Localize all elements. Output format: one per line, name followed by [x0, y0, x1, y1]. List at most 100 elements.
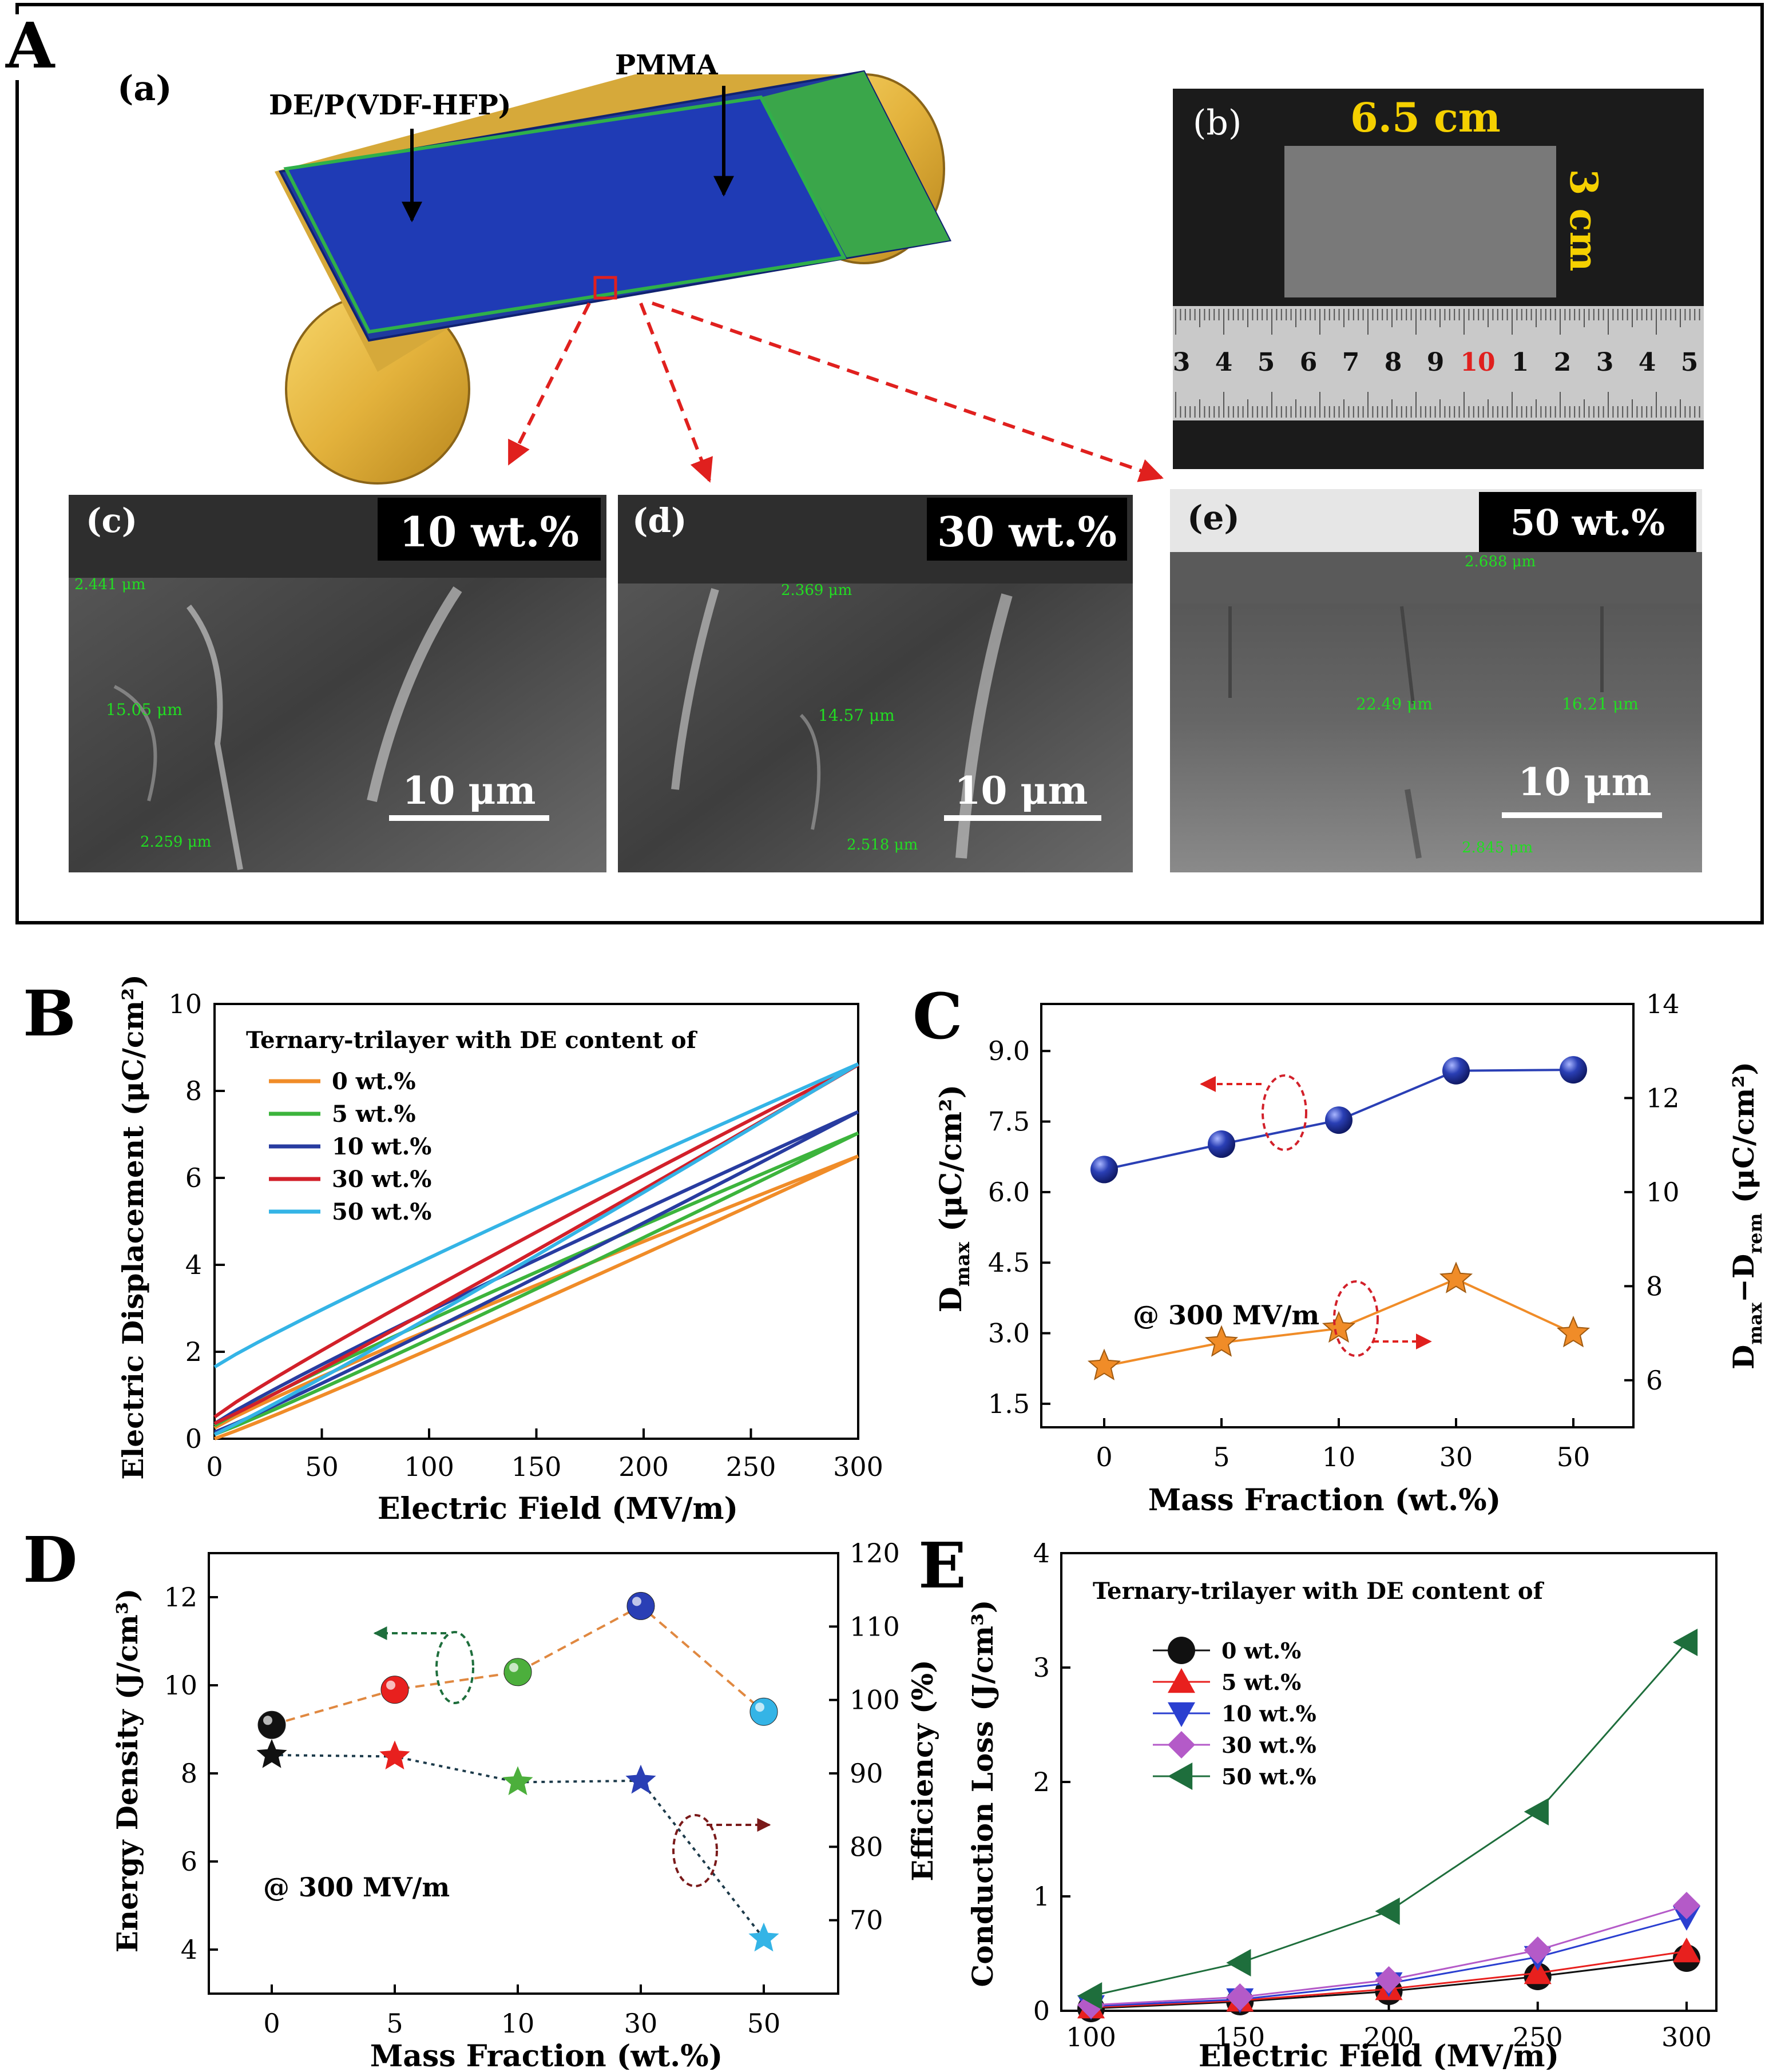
x-tick-label: 50 [305, 1451, 339, 1482]
sem-e-meas-mid: 22.49 μm [1356, 694, 1433, 713]
y-tick-label: 2 [1033, 1767, 1050, 1797]
series-line [1090, 1642, 1688, 1997]
y2-tick-label: 10 [1646, 1177, 1680, 1208]
point [1524, 1959, 1552, 1984]
pmma-layer [761, 72, 950, 257]
y2-tick-label: 6 [1646, 1365, 1663, 1396]
point [1524, 1936, 1552, 1964]
y-tick-label: 10 [164, 1670, 197, 1701]
y-tick-label: 8 [181, 1758, 197, 1789]
y-tick-label: 10 [168, 989, 202, 1019]
ruler-digit: 4 [1639, 348, 1656, 377]
point-dmax-drem [1439, 1261, 1473, 1293]
x-tick-label: 5 [386, 2008, 403, 2039]
y-tick-label: 6.0 [988, 1177, 1030, 1208]
panel-label-b: B [23, 977, 76, 1050]
x-tick-label: 100 [1066, 2022, 1116, 2053]
y-tick-label: 1 [1033, 1881, 1050, 1912]
x-tick-label: 50 [747, 2008, 781, 2039]
point-energy [380, 1676, 409, 1704]
point-dmax [1208, 1130, 1235, 1158]
x-tick-label: 50 [1557, 1442, 1591, 1472]
chart-e: 100 150 200 250 300 0 1 2 3 4 0 wt.% 5 wt.% 10 wt.% 3… [1033, 1538, 1718, 2053]
y2-tick-label: 8 [1646, 1271, 1663, 1301]
point-dmax [1560, 1056, 1587, 1084]
label-pmma: PMMA [615, 49, 718, 81]
sem-e: (e) 50 wt.% 2.688 μm 22.49 μm 16.21 μm 2… [1170, 489, 1702, 872]
ruler-digit: 2 [1554, 348, 1572, 377]
sem-e-scale: 10 μm [1518, 760, 1652, 804]
point-highlight [755, 1702, 764, 1712]
x-tick-label: 0 [1096, 1442, 1112, 1472]
ruler-digit: 4 [1215, 348, 1233, 377]
point [1375, 1966, 1403, 1994]
roller-schematic [275, 70, 1164, 485]
point [1375, 1898, 1400, 1925]
y-tick-label: 6 [185, 1162, 202, 1193]
sem-c-meas-mid: 15.05 μm [106, 700, 183, 719]
y-tick-label: 4 [1033, 1538, 1050, 1569]
chart-d-xlabel: Mass Fraction (wt.%) [370, 2039, 723, 2070]
ruler-ticks [1175, 309, 1700, 418]
y-tick-label: 6 [181, 1846, 197, 1877]
photo-height-label: 3 cm [1561, 169, 1606, 272]
x-tick-label: 0 [206, 1451, 223, 1482]
point [1524, 1798, 1549, 1825]
plot-frame [208, 1552, 839, 1995]
point-dmax [1325, 1106, 1352, 1134]
legend-marker [1168, 1731, 1195, 1759]
point [1672, 1938, 1700, 1963]
point-dmax-drem [1204, 1325, 1239, 1357]
sub-label-c: (c) [86, 501, 137, 540]
x-tick-label: 150 [1215, 2022, 1265, 2053]
chart-b-legend-title: Ternary-trilayer with DE content of [246, 1027, 698, 1054]
legend-marker [1168, 1668, 1195, 1693]
x-tick-label: 150 [511, 1451, 562, 1482]
y-tick-label: 1.5 [988, 1388, 1030, 1419]
point-efficiency [625, 1764, 656, 1794]
series-marker-ellipse [1262, 1074, 1307, 1151]
ruler-digit: 3 [1173, 348, 1191, 377]
panel-a: A (a) DE/P(VDF-HFP) PMMA 3 4 5 6 7 8 9 10 1 2 3 4 5 … [0, 3, 1764, 924]
sem-e-meas-bot: 2.845 μm [1462, 839, 1533, 856]
legend-label: 50 wt.% [332, 1198, 431, 1225]
chart-e-legend-title: Ternary-trilayer with DE content of [1093, 1578, 1545, 1605]
chart-c-xlabel: Mass Fraction (wt.%) [1148, 1483, 1501, 1518]
point-dmax [1090, 1156, 1118, 1184]
legend-label: 0 wt.% [1221, 1638, 1301, 1664]
x-tick-label: 200 [618, 1451, 669, 1482]
ruler-digit: 1 [1512, 348, 1529, 377]
y2-tick-label: 110 [850, 1611, 900, 1642]
y2-tick-label: 100 [850, 1685, 900, 1716]
series-marker-ellipse [672, 1814, 718, 1887]
point-efficiency [379, 1740, 410, 1770]
chart-c-annotation: @ 300 MV/m [1133, 1300, 1319, 1331]
chart-c: 0 5 10 30 50 1.5 3.0 4.5 6.0 7.5 9.0 6 8 10 12 14 [988, 989, 1680, 1472]
x-tick-label: 300 [833, 1451, 883, 1482]
chart-b: 0 50 100 150 200 250 300 0 2 4 6 8 10 0 wt.% 5 wt.% 10 … [168, 989, 883, 1482]
point [1226, 1983, 1254, 2011]
legend-marker [1168, 1763, 1193, 1790]
y-tick-label: 7.5 [988, 1106, 1030, 1137]
panel-label-e: E [918, 1529, 966, 1602]
sem-c-meas-top: 2.441 μm [74, 576, 145, 593]
sub-label-b: (b) [1193, 103, 1242, 143]
point-dmax-drem [1087, 1348, 1121, 1380]
y-tick-label: 0 [185, 1423, 202, 1454]
point-highlight [386, 1680, 395, 1690]
panel-d: D 0 5 10 30 50 4 6 8 10 12 70 80 90 100 110 120 Mass Fr… [23, 1523, 939, 2072]
point [1077, 1982, 1102, 2010]
panel-label-d: D [23, 1523, 77, 1597]
point-efficiency [748, 1922, 779, 1952]
y2-tick-label: 70 [850, 1905, 883, 1936]
chart-b-ylabel: Electric Displacement (μC/cm²) [116, 974, 150, 1480]
sem-e-content: 50 wt.% [1510, 502, 1665, 543]
x-tick-label: 250 [1513, 2022, 1563, 2053]
chart-e-xlabel: Electric Field (MV/m) [1199, 2039, 1559, 2070]
point-energy [749, 1697, 778, 1726]
legend-label: 50 wt.% [1221, 1764, 1316, 1789]
sem-d-meas-bot: 2.518 μm [847, 836, 918, 854]
y2-tick-label: 14 [1646, 989, 1680, 1019]
de-layer [283, 95, 847, 334]
